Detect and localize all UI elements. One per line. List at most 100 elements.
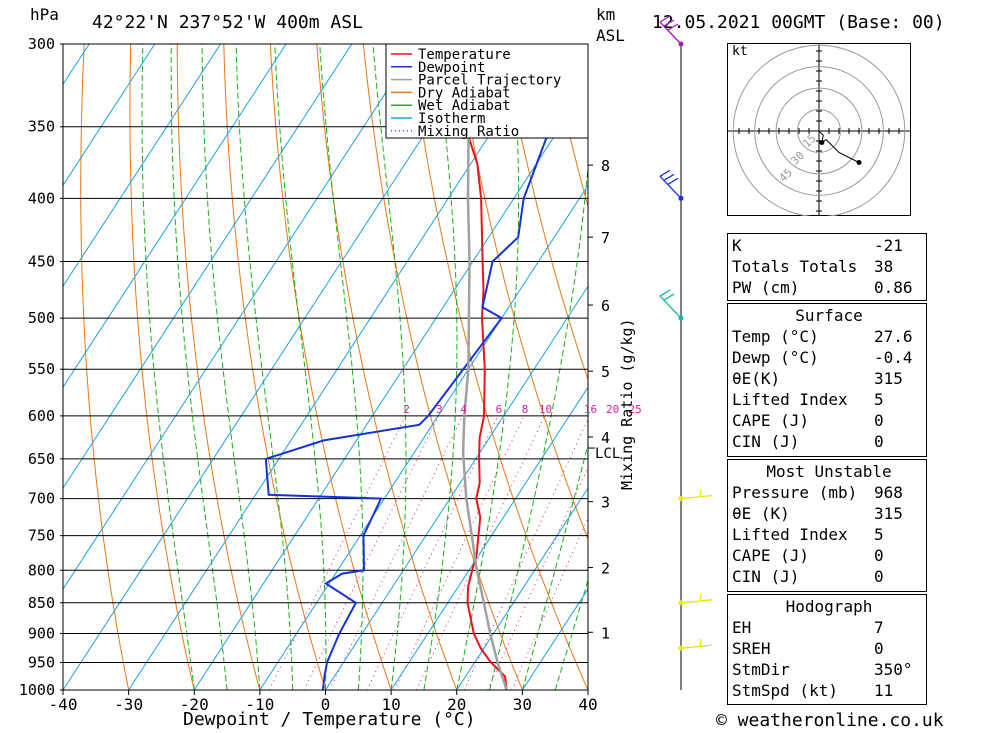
legend-label: Dewpoint <box>418 60 485 76</box>
wind-barb <box>680 489 713 500</box>
hodograph-ring <box>797 109 841 153</box>
hodograph-stats-title: Hodograph <box>785 597 873 616</box>
most-unstable-value: 0 <box>874 546 884 565</box>
k-value: -21 <box>874 236 903 255</box>
most-unstable-label: CIN (J) <box>732 567 800 586</box>
most-unstable-value: 968 <box>874 483 903 502</box>
mixing-ratio-label: 3 <box>436 403 443 416</box>
indices-box: K -21 Totals Totals 38 PW (cm) 0.86 <box>727 233 927 301</box>
mixing-ratio-axis-title: Mixing Ratio (g/kg) <box>618 318 636 490</box>
most-unstable-title: Most Unstable <box>766 462 892 481</box>
copyright: © weatheronline.co.uk <box>716 710 944 731</box>
mixing-ratio-label: 6 <box>496 403 503 416</box>
temperature-line <box>460 44 508 690</box>
hodograph-stats-label: StmDir <box>732 660 790 679</box>
surface-value: 0 <box>874 432 884 451</box>
most-unstable-label: θE (K) <box>732 504 790 523</box>
surface-value: 0 <box>874 411 884 430</box>
wet-adiabat-line <box>170 44 228 690</box>
mixing-ratio-label: 8 <box>522 403 529 416</box>
km-tick-label: 4 <box>601 429 610 447</box>
x-tick-label: 40 <box>578 695 597 714</box>
lcl-label: LCL <box>595 446 620 462</box>
mixing-ratio-label: 10 <box>539 403 552 416</box>
wind-barb <box>680 639 713 649</box>
km-asl: ASL <box>596 26 625 45</box>
dry-adiabat-line <box>502 44 588 382</box>
hodograph-stats-label: SREH <box>732 639 771 658</box>
mixing-ratio-line <box>366 415 499 690</box>
pressure-tick-label: 750 <box>28 527 55 545</box>
pressure-unit: hPa <box>30 5 59 24</box>
dry-adiabat-line <box>922 44 1000 690</box>
km-tick-label: 8 <box>601 157 610 175</box>
hodograph-point <box>856 159 862 165</box>
date-time: 12.05.2021 00GMT (Base: 00) <box>652 12 945 33</box>
isotherm-line <box>456 487 588 690</box>
pressure-tick-label: 700 <box>28 490 55 508</box>
isotherm-line <box>63 44 156 187</box>
wind-barb <box>659 169 682 199</box>
hodograph-stats-value: 11 <box>874 681 894 700</box>
x-tick-label: 0 <box>321 695 331 714</box>
pressure-tick-label: 350 <box>28 118 55 136</box>
pw-label: PW (cm) <box>732 278 800 297</box>
wind-barb <box>659 15 682 45</box>
x-tick-label: -20 <box>180 695 209 714</box>
hodograph-ring <box>754 66 884 196</box>
legend-label: Temperature <box>418 47 511 63</box>
isotherm-line <box>63 44 484 690</box>
most-unstable-box: Most Unstable Pressure (mb) 968 θE (K) 315 L… <box>727 459 927 592</box>
isotherm-line <box>128 44 550 690</box>
hodograph-stats-label: EH <box>732 618 752 637</box>
mixing-ratio-label: 4 <box>460 403 467 416</box>
tt-label: Totals Totals <box>732 257 858 276</box>
hodograph-stats-box: Hodograph EH 7 SREH 0 StmDir 350° StmSpd (kt) 1… <box>727 594 927 705</box>
wet-adiabat-line <box>201 44 261 690</box>
pressure-tick-label: 850 <box>28 594 55 612</box>
most-unstable-label: Lifted Index <box>732 525 848 544</box>
km-tick-label: 7 <box>601 229 610 247</box>
isotherm-line <box>193 83 588 690</box>
x-tick-label: 30 <box>513 695 532 714</box>
station-location: 42°22'N 237°52'W 400m ASL <box>92 12 363 33</box>
hodograph-stats-value: 350° <box>874 660 913 679</box>
isotherm-line <box>63 44 353 490</box>
pressure-tick-label: 650 <box>28 450 55 468</box>
most-unstable-label: Pressure (mb) <box>732 483 858 502</box>
wet-adiabat-line <box>423 44 458 690</box>
surface-label: CAPE (J) <box>732 411 810 430</box>
wet-adiabat-line <box>554 578 588 690</box>
most-unstable-value: 5 <box>874 525 884 544</box>
x-tick-label: -40 <box>49 695 78 714</box>
wet-adiabat-line <box>319 44 364 690</box>
pressure-tick-label: 450 <box>28 253 55 271</box>
x-axis-title: Dewpoint / Temperature (°C) <box>183 709 476 730</box>
mixing-ratio-label: 16 <box>584 403 597 416</box>
hodograph-ring <box>775 87 863 175</box>
dry-adiabat-line <box>129 44 195 690</box>
surface-value: -0.4 <box>874 348 913 367</box>
mixing-ratio-label: 20 <box>606 403 619 416</box>
mixing-ratio-line <box>487 466 588 690</box>
pressure-tick-label: 400 <box>28 189 55 207</box>
x-tick-label: 20 <box>447 695 466 714</box>
legend-box <box>385 43 589 139</box>
dry-adiabat-line <box>409 44 588 690</box>
km-tick-label: 6 <box>601 297 610 315</box>
pw-value: 0.86 <box>874 278 913 297</box>
km-tick-label: 1 <box>601 624 610 642</box>
x-tick-label: -30 <box>114 695 143 714</box>
legend-label: Dry Adiabat <box>418 85 511 101</box>
dry-adiabat-line <box>316 44 458 690</box>
hodograph-stats-label: StmSpd (kt) <box>732 681 838 700</box>
dry-adiabat-line <box>80 44 130 690</box>
surface-value: 5 <box>874 390 884 409</box>
surface-label: Dewp (°C) <box>732 348 819 367</box>
isotherm-line <box>259 184 588 690</box>
hodograph-trace <box>818 130 860 163</box>
wet-adiabat-line <box>489 161 588 690</box>
mixing-ratio-line <box>415 415 545 690</box>
mixing-ratio-line <box>268 415 407 690</box>
